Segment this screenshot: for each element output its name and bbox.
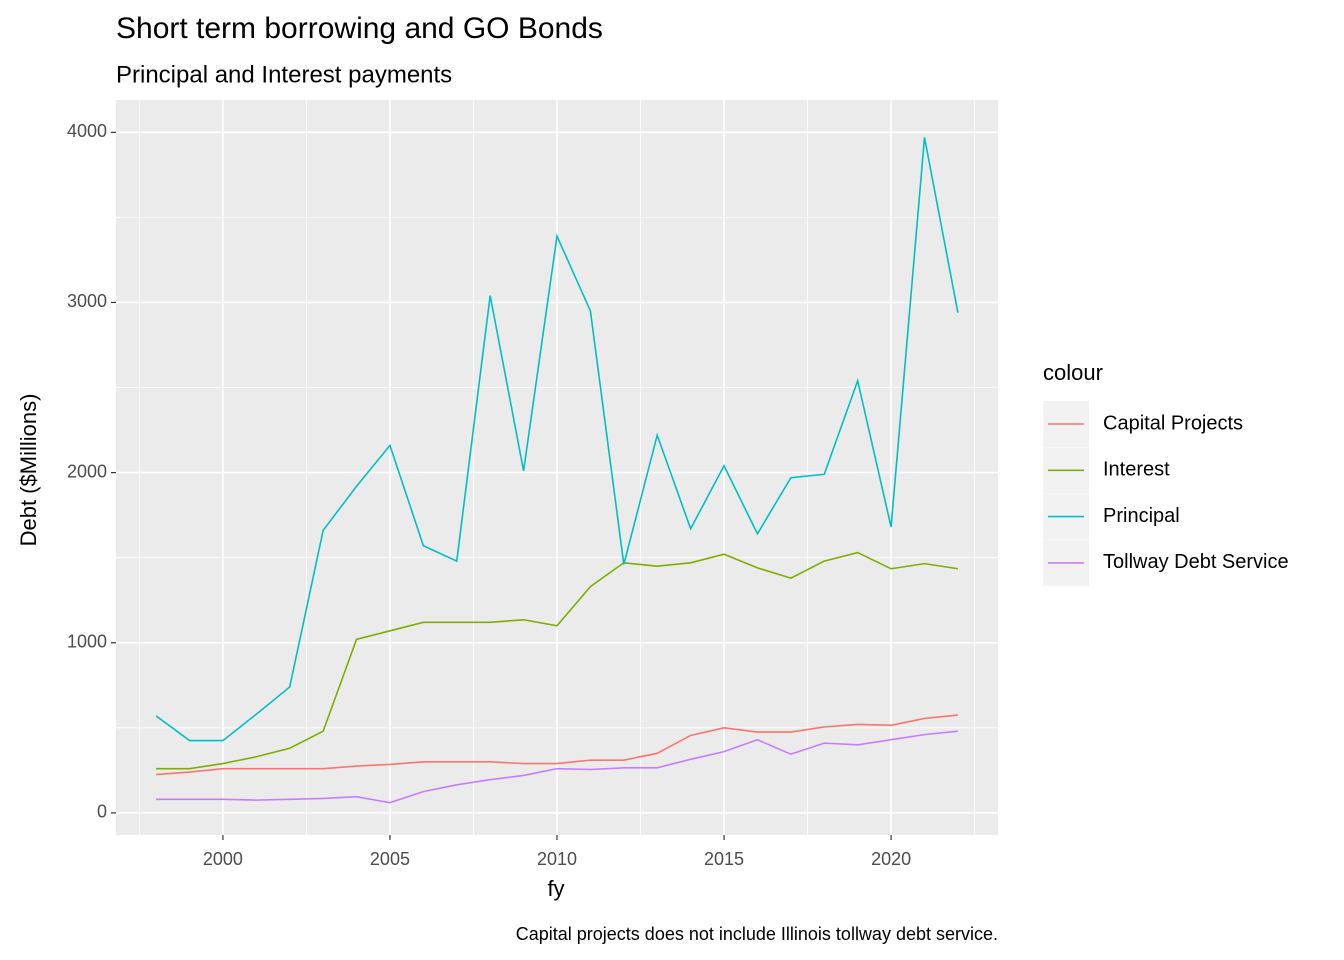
- x-tick-label: 2000: [203, 849, 243, 869]
- lines: [155, 137, 959, 804]
- legend-label: Capital Projects: [1103, 412, 1243, 434]
- legend-label: Tollway Debt Service: [1103, 551, 1289, 573]
- y-axis-title: Debt ($Millions): [16, 394, 41, 547]
- y-tick-label: 2000: [67, 461, 107, 481]
- y-tick-label: 0: [97, 802, 107, 822]
- axes: 0 1000 2000 3000 4000 2000 2005 2010 2015 2020: [67, 121, 911, 869]
- y-tick-label: 3000: [67, 291, 107, 311]
- series-line: [156, 551, 959, 770]
- legend-label: Interest: [1103, 459, 1170, 481]
- x-axis-title: fy: [547, 876, 564, 901]
- series-line: [156, 730, 958, 804]
- series-line: [156, 714, 958, 776]
- x-tick-label: 2010: [537, 849, 577, 869]
- grid: [116, 100, 998, 835]
- series-line: [155, 137, 959, 742]
- x-tick-label: 2005: [370, 849, 410, 869]
- x-tick-label: 2015: [704, 849, 744, 869]
- legend-label: Principal: [1103, 505, 1180, 527]
- chart-subtitle: Principal and Interest payments: [116, 61, 452, 88]
- caption: Capital projects does not include Illino…: [516, 924, 998, 944]
- legend: colour Capital Projects Interest Principal…: [1043, 360, 1289, 586]
- chart-title: Short term borrowing and GO Bonds: [116, 12, 603, 45]
- legend-title: colour: [1043, 360, 1103, 385]
- x-tick-label: 2020: [871, 849, 911, 869]
- y-tick-label: 1000: [67, 631, 107, 651]
- y-tick-label: 4000: [67, 121, 107, 141]
